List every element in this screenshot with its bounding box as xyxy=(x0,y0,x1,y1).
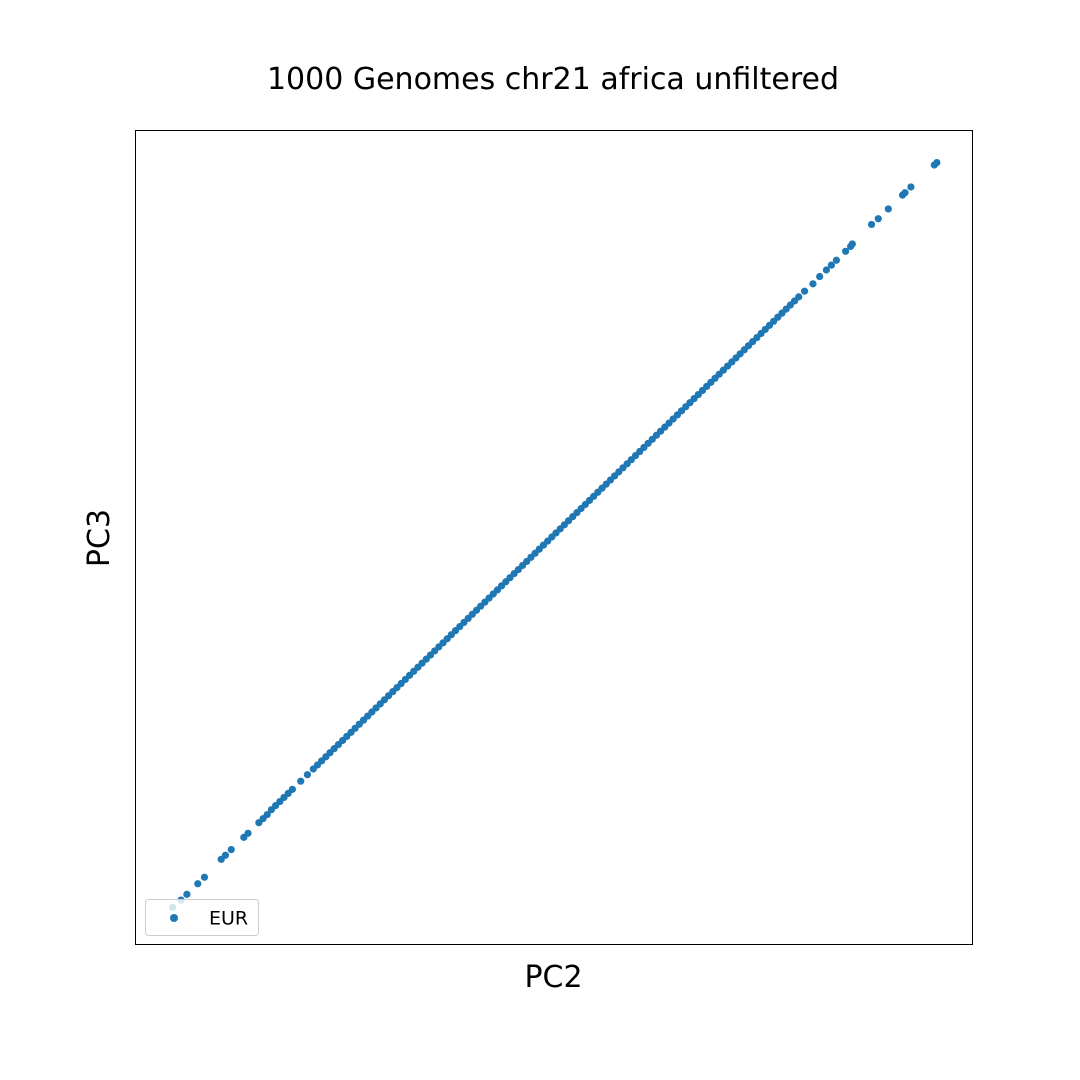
legend-frame xyxy=(145,899,259,936)
data-point xyxy=(244,829,252,837)
data-point xyxy=(200,873,209,881)
data-point xyxy=(795,293,803,301)
data-point xyxy=(221,851,229,859)
data-point xyxy=(874,215,882,223)
data-point xyxy=(901,189,909,197)
data-point xyxy=(848,240,856,248)
data-point xyxy=(933,158,941,167)
y-axis-label: PC3 xyxy=(82,508,117,568)
data-point xyxy=(816,272,824,281)
data-point xyxy=(867,220,876,229)
x-axis-label: PC2 xyxy=(524,960,583,995)
data-point xyxy=(907,183,915,191)
data-point xyxy=(801,287,809,295)
legend-label: EUR xyxy=(209,908,248,930)
data-point xyxy=(303,771,312,779)
data-point xyxy=(288,785,296,793)
data-point xyxy=(194,880,202,888)
data-point xyxy=(297,777,305,785)
data-point xyxy=(263,810,271,819)
data-point xyxy=(842,247,850,255)
legend-marker xyxy=(170,914,178,922)
chart-title: 1000 Genomes chr21 africa unfiltered xyxy=(266,62,840,97)
legend: EUR xyxy=(145,899,259,936)
data-point xyxy=(832,256,841,264)
data-point xyxy=(183,890,191,898)
data-point xyxy=(227,845,235,854)
data-point xyxy=(884,205,892,213)
data-point xyxy=(809,280,817,288)
data-points xyxy=(169,158,941,911)
data-point xyxy=(827,261,835,269)
data-point xyxy=(822,266,830,274)
